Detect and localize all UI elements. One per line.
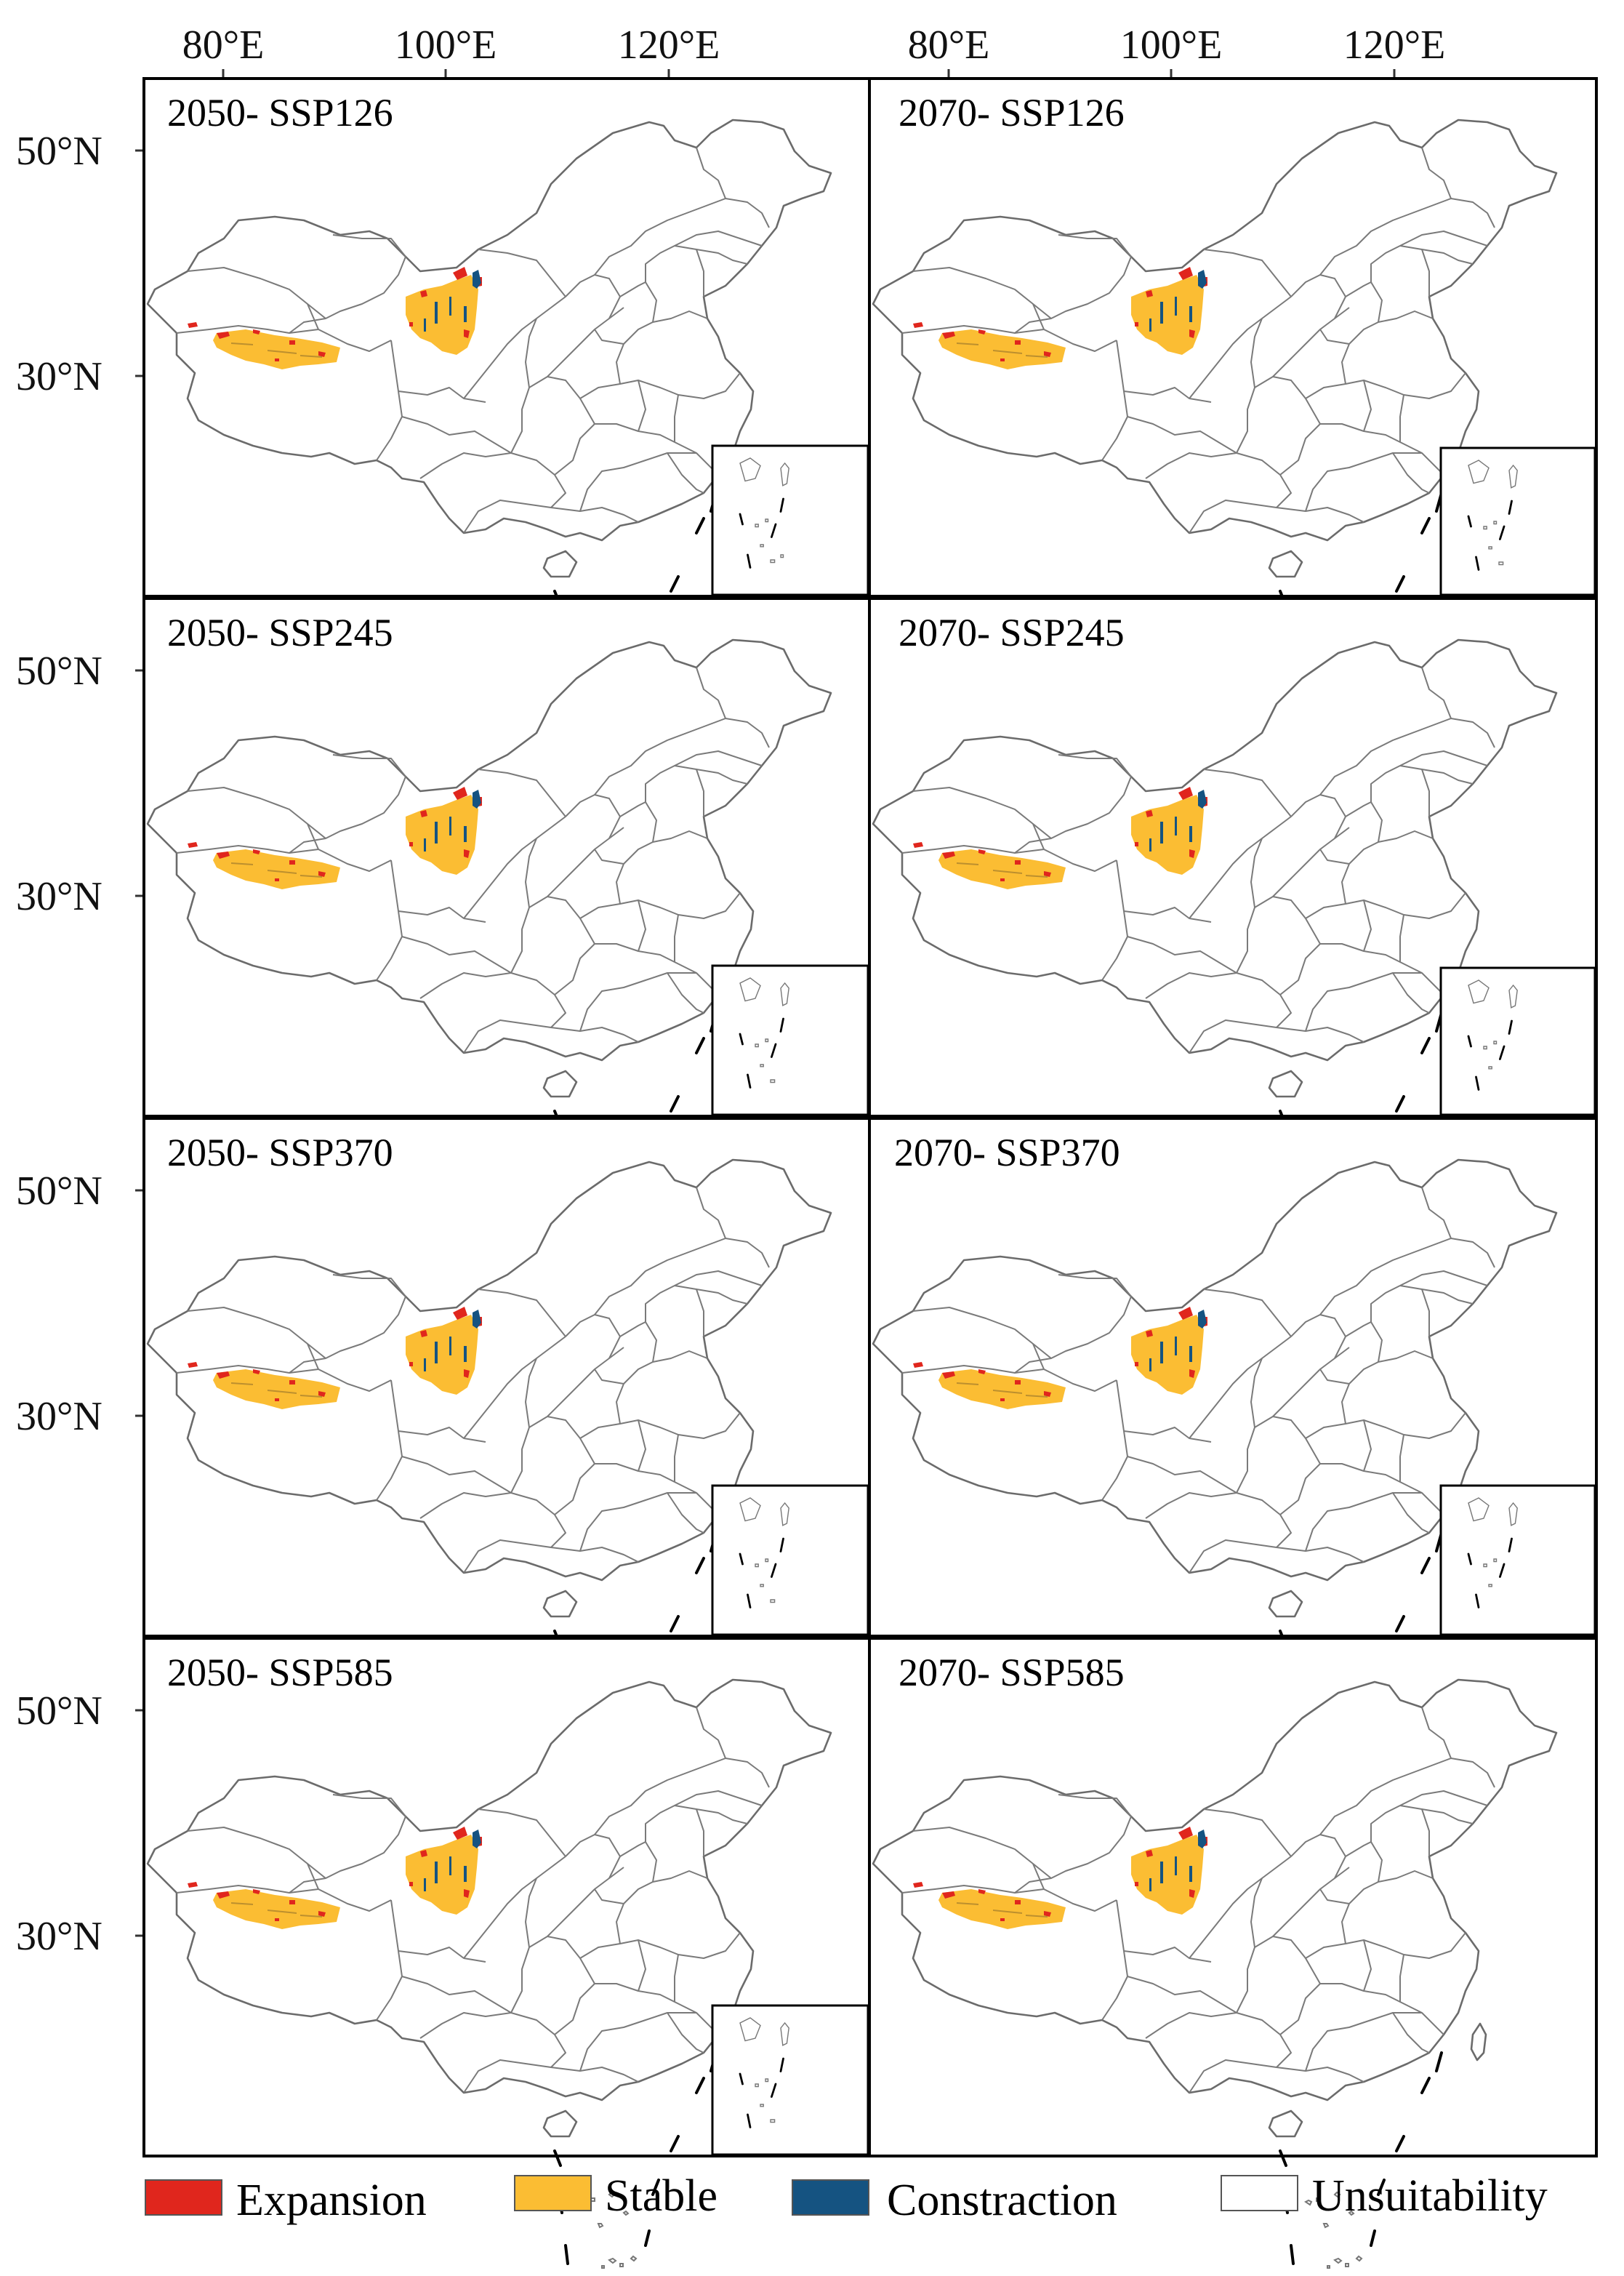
- legend-label-stable: Stable: [605, 2171, 717, 2221]
- lat-tick-50n-row3: 50°N: [16, 1169, 102, 1214]
- top-tick-120e-right: 120°E: [1343, 23, 1446, 68]
- panel-2050-ssp245: 2050- SSP245: [142, 597, 871, 1230]
- legend-item-expansion: Expansion: [145, 2176, 427, 2225]
- inset-south-china-sea: [711, 444, 869, 596]
- legend-item-stable: Stable: [514, 2171, 717, 2221]
- panel-label-2050-ssp585: 2050- SSP585: [167, 1651, 393, 1694]
- panel-2070-ssp370: 2070- SSP370: [868, 1117, 1598, 1750]
- panel-2070-ssp126: 2070- SSP126: [868, 77, 1598, 710]
- panel-2070-ssp585: 2070- SSP585: [868, 1637, 1598, 2269]
- legend-label-unsuitability: Unsuitability: [1312, 2171, 1548, 2221]
- top-tick-100e: 100°E: [395, 23, 497, 68]
- top-tick-80e: 80°E: [182, 23, 265, 68]
- lat-tick-50n-row4: 50°N: [16, 1688, 102, 1734]
- lat-tick-30n-row3: 30°N: [16, 1394, 102, 1439]
- panel-label-2070-ssp370: 2070- SSP370: [894, 1131, 1120, 1174]
- inset-south-china-sea: [711, 964, 869, 1116]
- panel-label-2050-ssp370: 2050- SSP370: [167, 1131, 393, 1174]
- lat-tick-30n-row2: 30°N: [16, 874, 102, 919]
- panel-label-2070-ssp126: 2070- SSP126: [899, 91, 1125, 135]
- panel-2050-ssp585: 2050- SSP585: [142, 1637, 871, 2269]
- panel-label-2070-ssp245: 2070- SSP245: [899, 611, 1125, 654]
- lat-tick-30n-row4: 30°N: [16, 1914, 102, 1959]
- lat-tick-50n-row1: 50°N: [16, 129, 102, 174]
- top-axis: 80°E 100°E 120°E 80°E 100°E 120°E: [182, 23, 1446, 79]
- panel-2050-ssp126: 2050- SSP126: [142, 77, 871, 710]
- left-axis: 50°N 30°N 50°N 30°N 50°N 30°N 50°N 30°N: [16, 129, 144, 1959]
- inset-south-china-sea: [1439, 966, 1596, 1116]
- inset-south-china-sea: [1439, 446, 1596, 596]
- panel-label-2050-ssp245: 2050- SSP245: [167, 611, 393, 654]
- top-tick-120e: 120°E: [618, 23, 720, 68]
- legend-label-constraction: Constraction: [887, 2176, 1117, 2225]
- inset-south-china-sea: [711, 2004, 869, 2156]
- legend-item-unsuitability: Unsuitability: [1221, 2171, 1548, 2221]
- inset-south-china-sea: [1439, 1484, 1596, 1636]
- legend-label-expansion: Expansion: [236, 2176, 427, 2225]
- panel-2070-ssp245: 2070- SSP245: [868, 597, 1598, 1230]
- panel-label-2050-ssp126: 2050- SSP126: [167, 91, 393, 135]
- legend: Expansion Stable Constraction Unsuitabil…: [145, 2171, 1548, 2225]
- top-tick-80e-right: 80°E: [908, 23, 990, 68]
- legend-item-constraction: Constraction: [792, 2176, 1117, 2225]
- panel-label-2070-ssp585: 2070- SSP585: [899, 1651, 1125, 1694]
- lat-tick-50n-row2: 50°N: [16, 649, 102, 694]
- top-tick-100e-right: 100°E: [1120, 23, 1223, 68]
- panel-2050-ssp370: 2050- SSP370: [142, 1117, 871, 1750]
- lat-tick-30n-row1: 30°N: [16, 354, 102, 399]
- inset-south-china-sea: [711, 1484, 869, 1636]
